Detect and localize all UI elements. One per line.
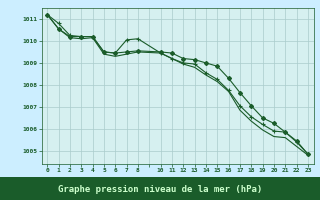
Text: Graphe pression niveau de la mer (hPa): Graphe pression niveau de la mer (hPa) [58, 185, 262, 194]
